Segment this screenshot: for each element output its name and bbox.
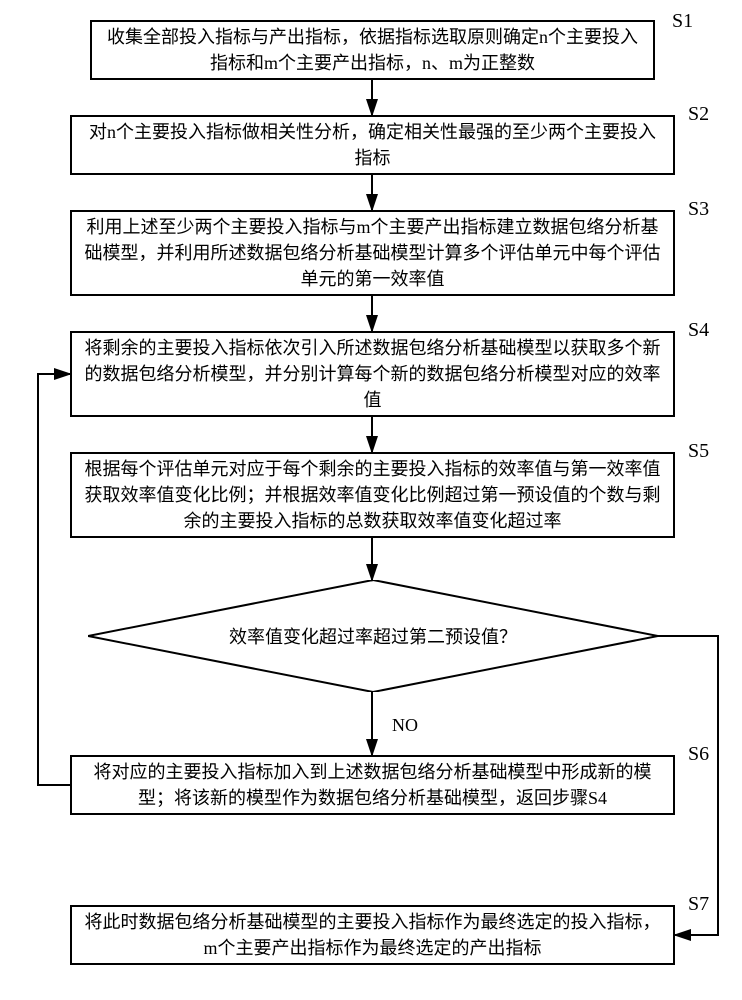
step-label-s3: S3 (688, 198, 709, 221)
flow-step-s3: 利用上述至少两个主要投入指标与m个主要产出指标建立数据包络分析基础模型，并利用所… (70, 210, 675, 296)
flow-step-s4-text: 将剩余的主要投入指标依次引入所述数据包络分析基础模型以获取多个新的数据包络分析模… (82, 335, 663, 413)
step-label-s6: S6 (688, 743, 709, 766)
flow-step-s7: 将此时数据包络分析基础模型的主要投入指标作为最终选定的投入指标，m个主要产出指标… (70, 905, 675, 965)
step-label-s5: S5 (688, 440, 709, 463)
flow-step-s1: 收集全部投入指标与产出指标，依据指标选取原则确定n个主要投入指标和m个主要产出指… (90, 20, 655, 80)
flow-step-s3-text: 利用上述至少两个主要投入指标与m个主要产出指标建立数据包络分析基础模型，并利用所… (82, 214, 663, 292)
flow-step-s1-text: 收集全部投入指标与产出指标，依据指标选取原则确定n个主要投入指标和m个主要产出指… (102, 24, 643, 76)
flow-decision-d1: 效率值变化超过率超过第二预设值？ (88, 580, 658, 692)
flow-step-s6: 将对应的主要投入指标加入到上述数据包络分析基础模型中形成新的模型；将该新的模型作… (70, 755, 675, 815)
flow-decision-d1-text: 效率值变化超过率超过第二预设值？ (229, 623, 517, 649)
flow-step-s4: 将剩余的主要投入指标依次引入所述数据包络分析基础模型以获取多个新的数据包络分析模… (70, 331, 675, 417)
step-label-s1: S1 (672, 10, 693, 33)
flow-step-s2: 对n个主要投入指标做相关性分析，确定相关性最强的至少两个主要投入指标 (70, 115, 675, 175)
flow-step-s5: 根据每个评估单元对应于每个剩余的主要投入指标的效率值与第一效率值获取效率值变化比… (70, 452, 675, 538)
flow-step-s5-text: 根据每个评估单元对应于每个剩余的主要投入指标的效率值与第一效率值获取效率值变化比… (82, 456, 663, 534)
step-label-s4: S4 (688, 319, 709, 342)
edge-label-yes: NO (392, 715, 418, 736)
flow-step-s7-text: 将此时数据包络分析基础模型的主要投入指标作为最终选定的投入指标，m个主要产出指标… (82, 909, 663, 961)
flow-step-s6-text: 将对应的主要投入指标加入到上述数据包络分析基础模型中形成新的模型；将该新的模型作… (82, 759, 663, 811)
step-label-s2: S2 (688, 103, 709, 126)
flow-step-s2-text: 对n个主要投入指标做相关性分析，确定相关性最强的至少两个主要投入指标 (82, 119, 663, 171)
step-label-s7: S7 (688, 893, 709, 916)
